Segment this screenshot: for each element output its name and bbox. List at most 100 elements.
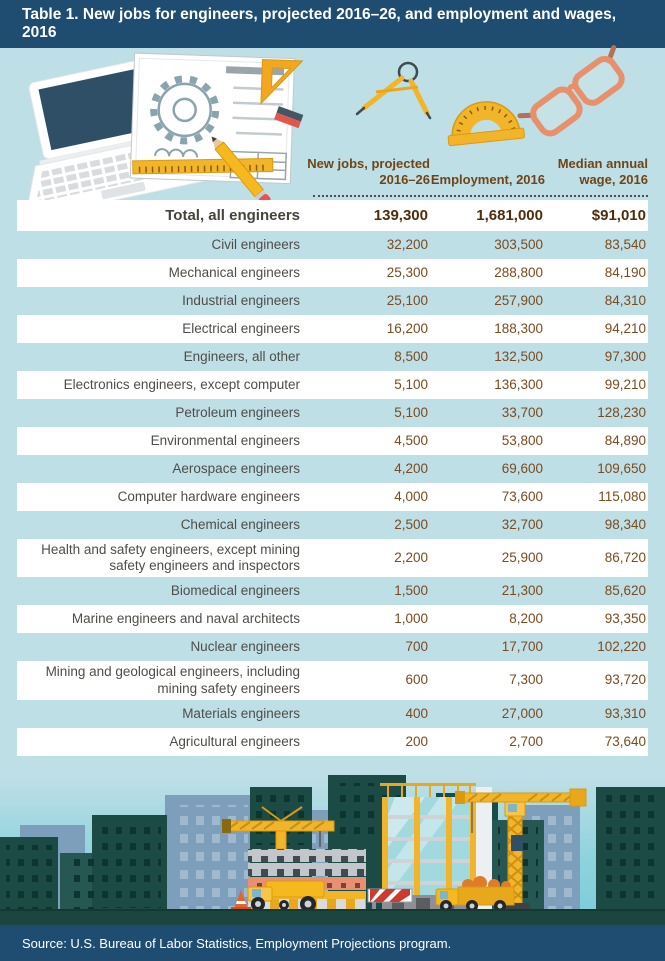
row-wage-value: 115,080 [598, 488, 646, 504]
row-employment-value: 27,000 [501, 705, 543, 721]
column-header-new-jobs: New jobs, projected 2016–26 [307, 155, 430, 187]
table-row: Materials engineers 400 27,000 93,310 [17, 700, 648, 728]
table-row: Engineers, all other 8,500 132,500 97,300 [17, 343, 648, 371]
row-new-jobs-value: 1,500 [394, 583, 428, 599]
row-label: Biomedical engineers [170, 583, 300, 599]
table-row: Computer hardware engineers 4,000 73,600 11… [17, 483, 648, 511]
row-label: Electronics engineers, except computer [63, 376, 300, 392]
row-wage-value: 85,620 [604, 583, 646, 599]
eraser-icon [274, 106, 304, 129]
row-wage-value: $91,010 [591, 206, 646, 224]
column-header-wage: Median annual wage, 2016 [557, 155, 648, 187]
row-wage-value: 99,210 [604, 376, 646, 392]
row-label: Computer hardware engineers [117, 488, 300, 504]
table-row: Aerospace engineers 4,200 69,600 109,650 [17, 455, 648, 483]
row-employment-value: 17,700 [501, 639, 543, 655]
dump-truck-icon [247, 880, 325, 912]
row-new-jobs-value: 2,500 [394, 516, 428, 532]
tower-crane-icon [455, 788, 587, 909]
protractor-icon [447, 101, 525, 147]
row-label: Health and safety engineers, except mini… [41, 542, 300, 574]
row-label: Civil engineers [211, 236, 300, 252]
row-employment-value: 188,300 [494, 320, 543, 336]
row-label: Nuclear engineers [190, 639, 300, 655]
row-label: Mechanical engineers [168, 264, 300, 280]
row-label: Agricultural engineers [169, 733, 300, 749]
row-new-jobs-value: 25,100 [386, 292, 428, 308]
row-label: Environmental engineers [150, 432, 300, 448]
row-wage-value: 93,310 [604, 705, 646, 721]
row-employment-value: 21,300 [501, 583, 543, 599]
row-new-jobs-value: 25,300 [386, 264, 428, 280]
row-employment-value: 53,800 [501, 432, 543, 448]
table-row: Mechanical engineers 25,300 288,800 84,190 [17, 259, 648, 287]
source-text: Source: U.S. Bureau of Labor Statistics,… [22, 935, 452, 951]
table-row: Electronics engineers, except computer 5,… [17, 371, 648, 399]
row-employment-value: 2,700 [509, 733, 543, 749]
row-new-jobs-value: 5,100 [394, 404, 428, 420]
table-row: Health and safety engineers, except mini… [17, 539, 648, 578]
table-total-row: Total, all engineers 139,300 1,681,000 $91,… [17, 200, 648, 231]
column-header-spacer [17, 188, 300, 196]
table-column-headers: New jobs, projected 2016–26 Employment, … [17, 146, 648, 196]
row-new-jobs-value: 1,000 [394, 611, 428, 627]
table-row: Chemical engineers 2,500 32,700 98,340 [17, 511, 648, 539]
table-row: Marine engineers and naval architects 1,0… [17, 605, 648, 634]
row-new-jobs-value: 700 [405, 639, 428, 655]
row-label: Materials engineers [182, 705, 300, 721]
left-crane-icon [221, 806, 335, 850]
data-table: Total, all engineers 139,300 1,681,000 $91,… [17, 195, 648, 756]
row-label: Marine engineers and naval architects [71, 611, 300, 627]
row-label: Electrical engineers [182, 320, 300, 336]
row-employment-value: 1,681,000 [476, 206, 543, 224]
row-new-jobs-value: 200 [405, 733, 428, 749]
row-wage-value: 84,310 [604, 292, 646, 308]
row-wage-value: 102,220 [597, 639, 646, 655]
row-label: Mining and geological engineers, includi… [45, 664, 300, 696]
row-employment-value: 257,900 [494, 292, 543, 308]
row-new-jobs-value: 16,200 [386, 320, 428, 336]
table-row: Nuclear engineers 700 17,700 102,220 [17, 633, 648, 661]
row-label: Engineers, all other [183, 348, 300, 364]
row-wage-value: 83,540 [604, 236, 646, 252]
row-new-jobs-value: 139,300 [373, 206, 428, 224]
row-wage-value: 93,350 [604, 611, 646, 627]
column-header-employment: Employment, 2016 [430, 171, 545, 187]
row-employment-value: 136,300 [494, 376, 543, 392]
header-illustrations [0, 45, 665, 220]
table-row: Civil engineers 32,200 303,500 83,540 [17, 231, 648, 259]
table-row: Electrical engineers 16,200 188,300 94,210 [17, 315, 648, 343]
row-employment-value: 25,900 [501, 550, 543, 566]
table-row: Agricultural engineers 200 2,700 73,640 [17, 727, 648, 756]
blueprint-icon [129, 52, 304, 206]
row-wage-value: 94,210 [604, 320, 646, 336]
row-wage-value: 73,640 [604, 733, 646, 749]
row-label: Chemical engineers [180, 516, 300, 532]
row-new-jobs-value: 8,500 [394, 348, 428, 364]
table-row: Industrial engineers 25,100 257,900 84,310 [17, 287, 648, 315]
page-title: Table 1. New jobs for engineers, project… [22, 6, 617, 41]
haul-truck-icon [435, 876, 515, 912]
row-wage-value: 86,720 [604, 550, 646, 566]
glasses-icon [517, 45, 625, 137]
title-bar: Table 1. New jobs for engineers, project… [0, 0, 665, 48]
row-employment-value: 132,500 [494, 348, 543, 364]
source-bar: Source: U.S. Bureau of Labor Statistics,… [0, 925, 665, 961]
row-label: Aerospace engineers [172, 460, 300, 476]
row-new-jobs-value: 600 [405, 672, 428, 688]
construction-skyline-illustration [0, 775, 665, 925]
row-new-jobs-value: 4,500 [394, 432, 428, 448]
row-new-jobs-value: 5,100 [394, 376, 428, 392]
row-employment-value: 303,500 [494, 236, 543, 252]
table-rows: Total, all engineers 139,300 1,681,000 $91,… [17, 200, 648, 756]
triangle-ruler-icon [260, 59, 304, 105]
row-new-jobs-value: 4,000 [394, 488, 428, 504]
row-label: Industrial engineers [182, 292, 300, 308]
table-row: Mining and geological engineers, includi… [17, 661, 648, 700]
dotted-divider [313, 195, 648, 197]
row-new-jobs-value: 2,200 [394, 550, 428, 566]
row-employment-value: 73,600 [501, 488, 543, 504]
row-wage-value: 97,300 [604, 348, 646, 364]
table-row: Environmental engineers 4,500 53,800 84,890 [17, 427, 648, 455]
row-new-jobs-value: 400 [405, 705, 428, 721]
